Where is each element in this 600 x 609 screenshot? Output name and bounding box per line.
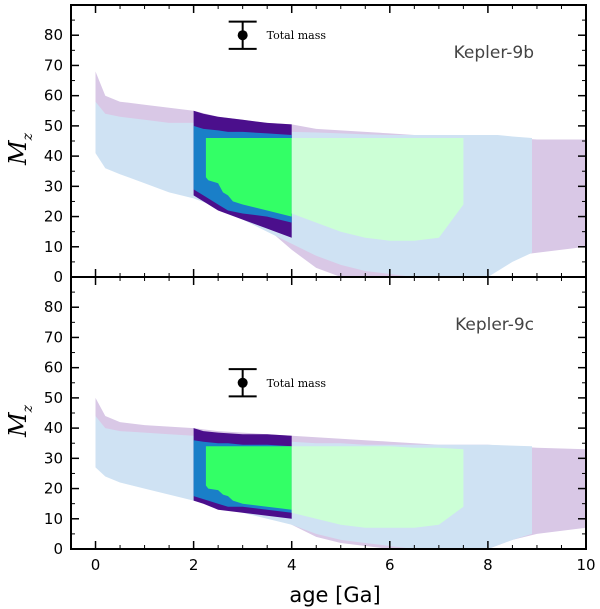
x-tick-label: 6 [385,556,395,574]
y-tick-label: 40 [44,419,63,437]
planet-title: Kepler-9b [454,43,534,63]
x-axis-label: age [Ga] [289,583,380,607]
y-tick-label: 30 [44,177,63,195]
band-light-green-region [291,138,464,241]
y-tick-label: 20 [44,208,63,226]
y-tick-label: 60 [44,359,63,377]
legend-marker [237,30,248,41]
y-tick-label: 0 [53,540,63,558]
panel-kepler-9b: 0 10 20 30 40 50 60 70 80 Mz Kepler-9b Total mass [4,4,587,286]
y-tick-label: 60 [44,87,63,105]
panel-kepler-9c: 0 10 20 30 40 50 60 70 80 0 2 4 6 8 10 Mz Kepler-9c Total… [4,276,596,574]
y-tick-label: 30 [44,449,63,467]
band-green-region [205,446,292,510]
legend-label: Total mass [267,377,327,390]
y-tick-label: 80 [44,26,63,44]
x-tick-label: 0 [91,556,101,574]
x-tick-label: 8 [483,556,493,574]
y-tick-label: 70 [44,328,63,346]
x-tick-label: 4 [287,556,297,574]
y-axis-label-main: M [4,411,32,438]
y-tick-label: 70 [44,56,63,74]
legend-label: Total mass [267,29,327,42]
y-tick-label: 10 [44,238,63,256]
x-tick-label: 10 [576,556,595,574]
x-tick-label: 2 [189,556,199,574]
y-axis-label-subscript: z [20,132,36,141]
y-tick-label: 0 [53,268,63,286]
y-axis-label-main: M [4,139,32,166]
band-green-region [205,138,292,217]
y-axis-label: Mz [4,132,36,166]
y-axis-label-subscript: z [20,404,36,413]
y-tick-label: 40 [44,147,63,165]
band-light-green-region [291,446,464,528]
y-tick-label: 50 [44,389,63,407]
y-tick-label: 80 [44,298,63,316]
y-tick-label: 10 [44,510,63,528]
y-axis-label: Mz [4,404,36,438]
planet-title: Kepler-9c [455,315,534,335]
y-tick-label: 20 [44,480,63,498]
legend-marker [237,377,248,388]
y-tick-label: 50 [44,117,63,135]
